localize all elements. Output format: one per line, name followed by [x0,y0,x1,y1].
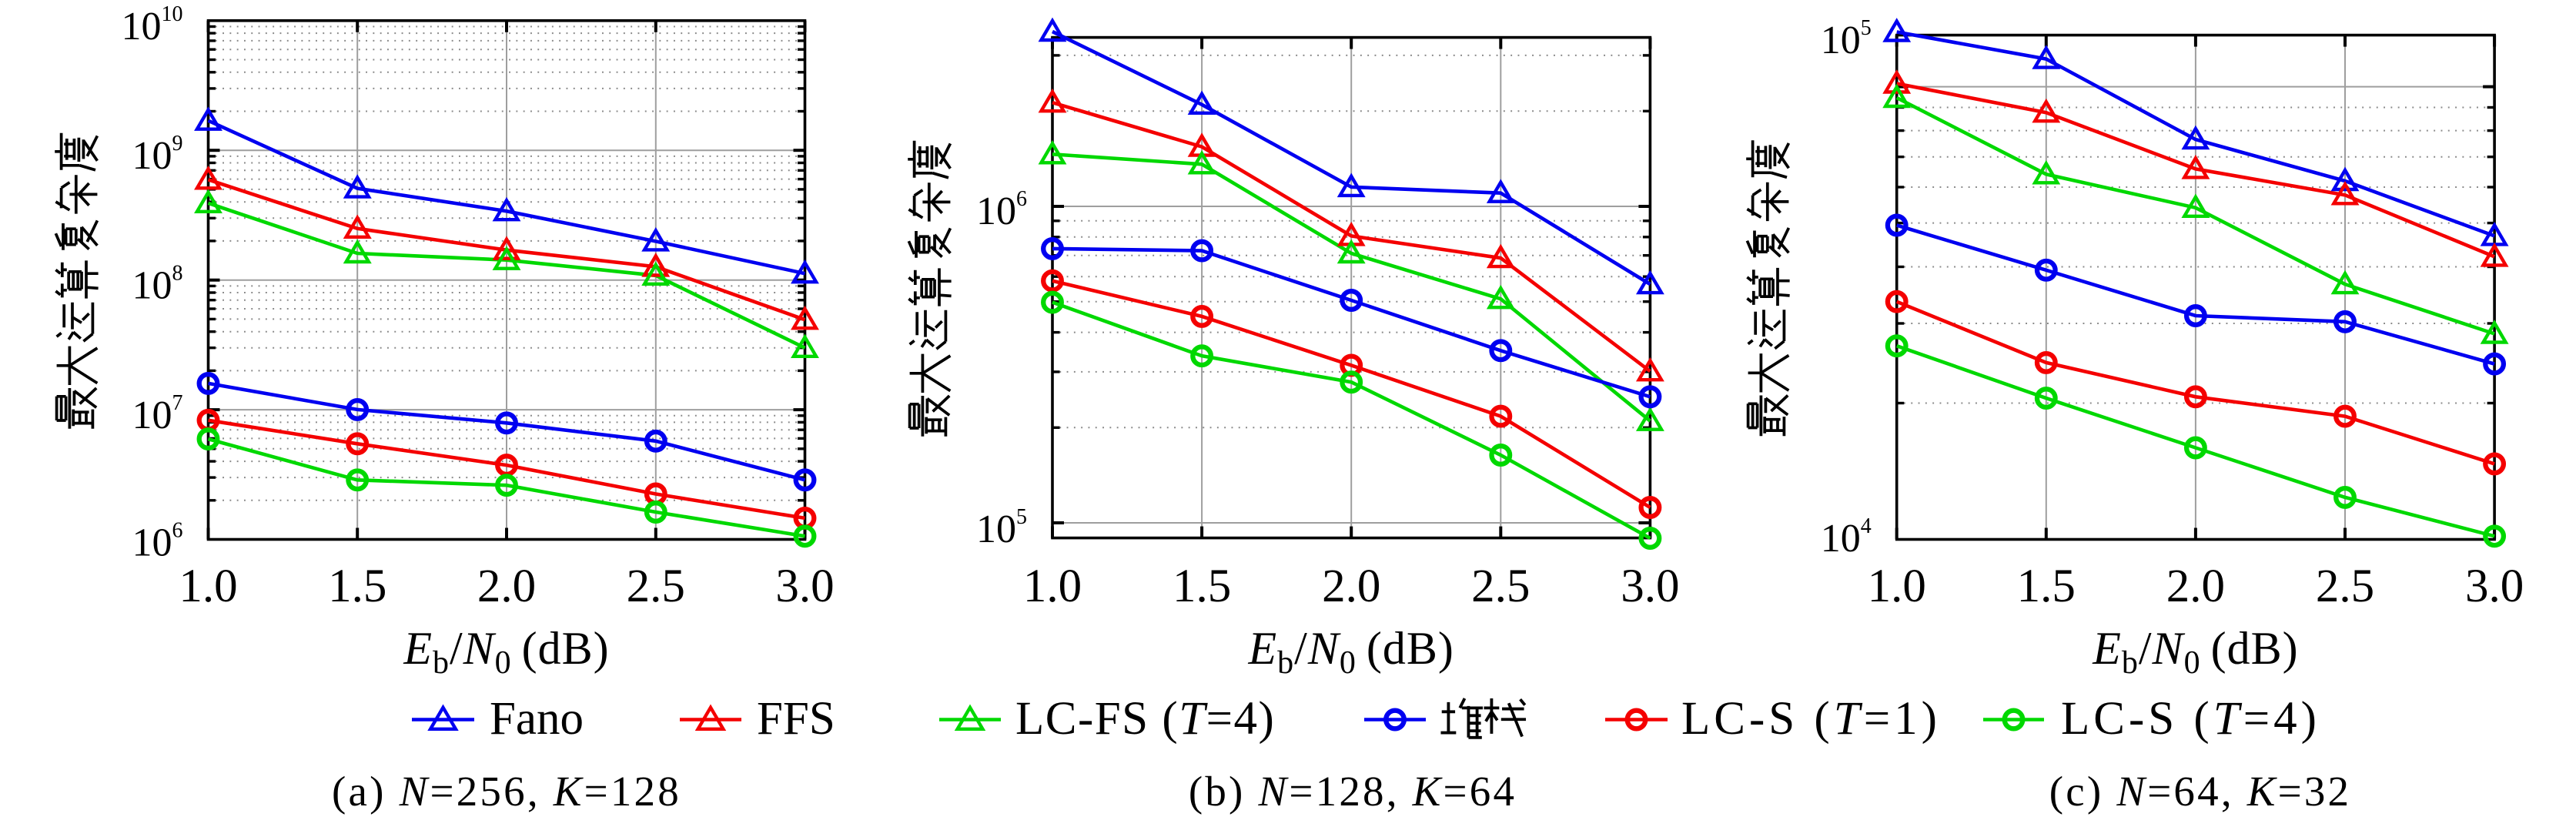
svg-text:3.0: 3.0 [775,561,834,612]
svg-text:106: 106 [976,187,1027,233]
svg-text:2.5: 2.5 [1471,561,1530,612]
svg-text:FFS: FFS [757,693,835,745]
svg-text:1.5: 1.5 [2017,561,2076,612]
svg-text:(b) N=128, K=64: (b) N=128, K=64 [1189,768,1517,815]
svg-text:LC-S (T=1): LC-S (T=1) [1681,693,1941,745]
svg-text:2.0: 2.0 [477,561,536,612]
svg-text:Eb/N0 (dB): Eb/N0 (dB) [2092,623,2298,681]
svg-text:1.0: 1.0 [179,561,237,612]
svg-text:2.0: 2.0 [2166,561,2225,612]
svg-text:1.5: 1.5 [1173,561,1231,612]
svg-text:2.0: 2.0 [1322,561,1380,612]
svg-text:(c) N=64, K=32: (c) N=64, K=32 [2049,768,2352,815]
svg-text:1.0: 1.0 [1868,561,1926,612]
svg-text:LC-S (T=4): LC-S (T=4) [2061,693,2320,745]
svg-text:1.5: 1.5 [328,561,386,612]
svg-text:(a) N=256, K=128: (a) N=256, K=128 [332,768,681,815]
svg-text:Fano: Fano [490,693,584,745]
svg-text:LC-FS (T=4): LC-FS (T=4) [1015,693,1275,745]
svg-text:2.5: 2.5 [627,561,685,612]
svg-text:3.0: 3.0 [1621,561,1679,612]
svg-text:Eb/N0 (dB): Eb/N0 (dB) [403,623,609,681]
svg-text:1.0: 1.0 [1023,561,1082,612]
svg-text:2.5: 2.5 [2316,561,2374,612]
svg-text:107: 107 [132,391,183,437]
svg-text:Eb/N0 (dB): Eb/N0 (dB) [1248,623,1454,681]
svg-text:3.0: 3.0 [2465,561,2524,612]
